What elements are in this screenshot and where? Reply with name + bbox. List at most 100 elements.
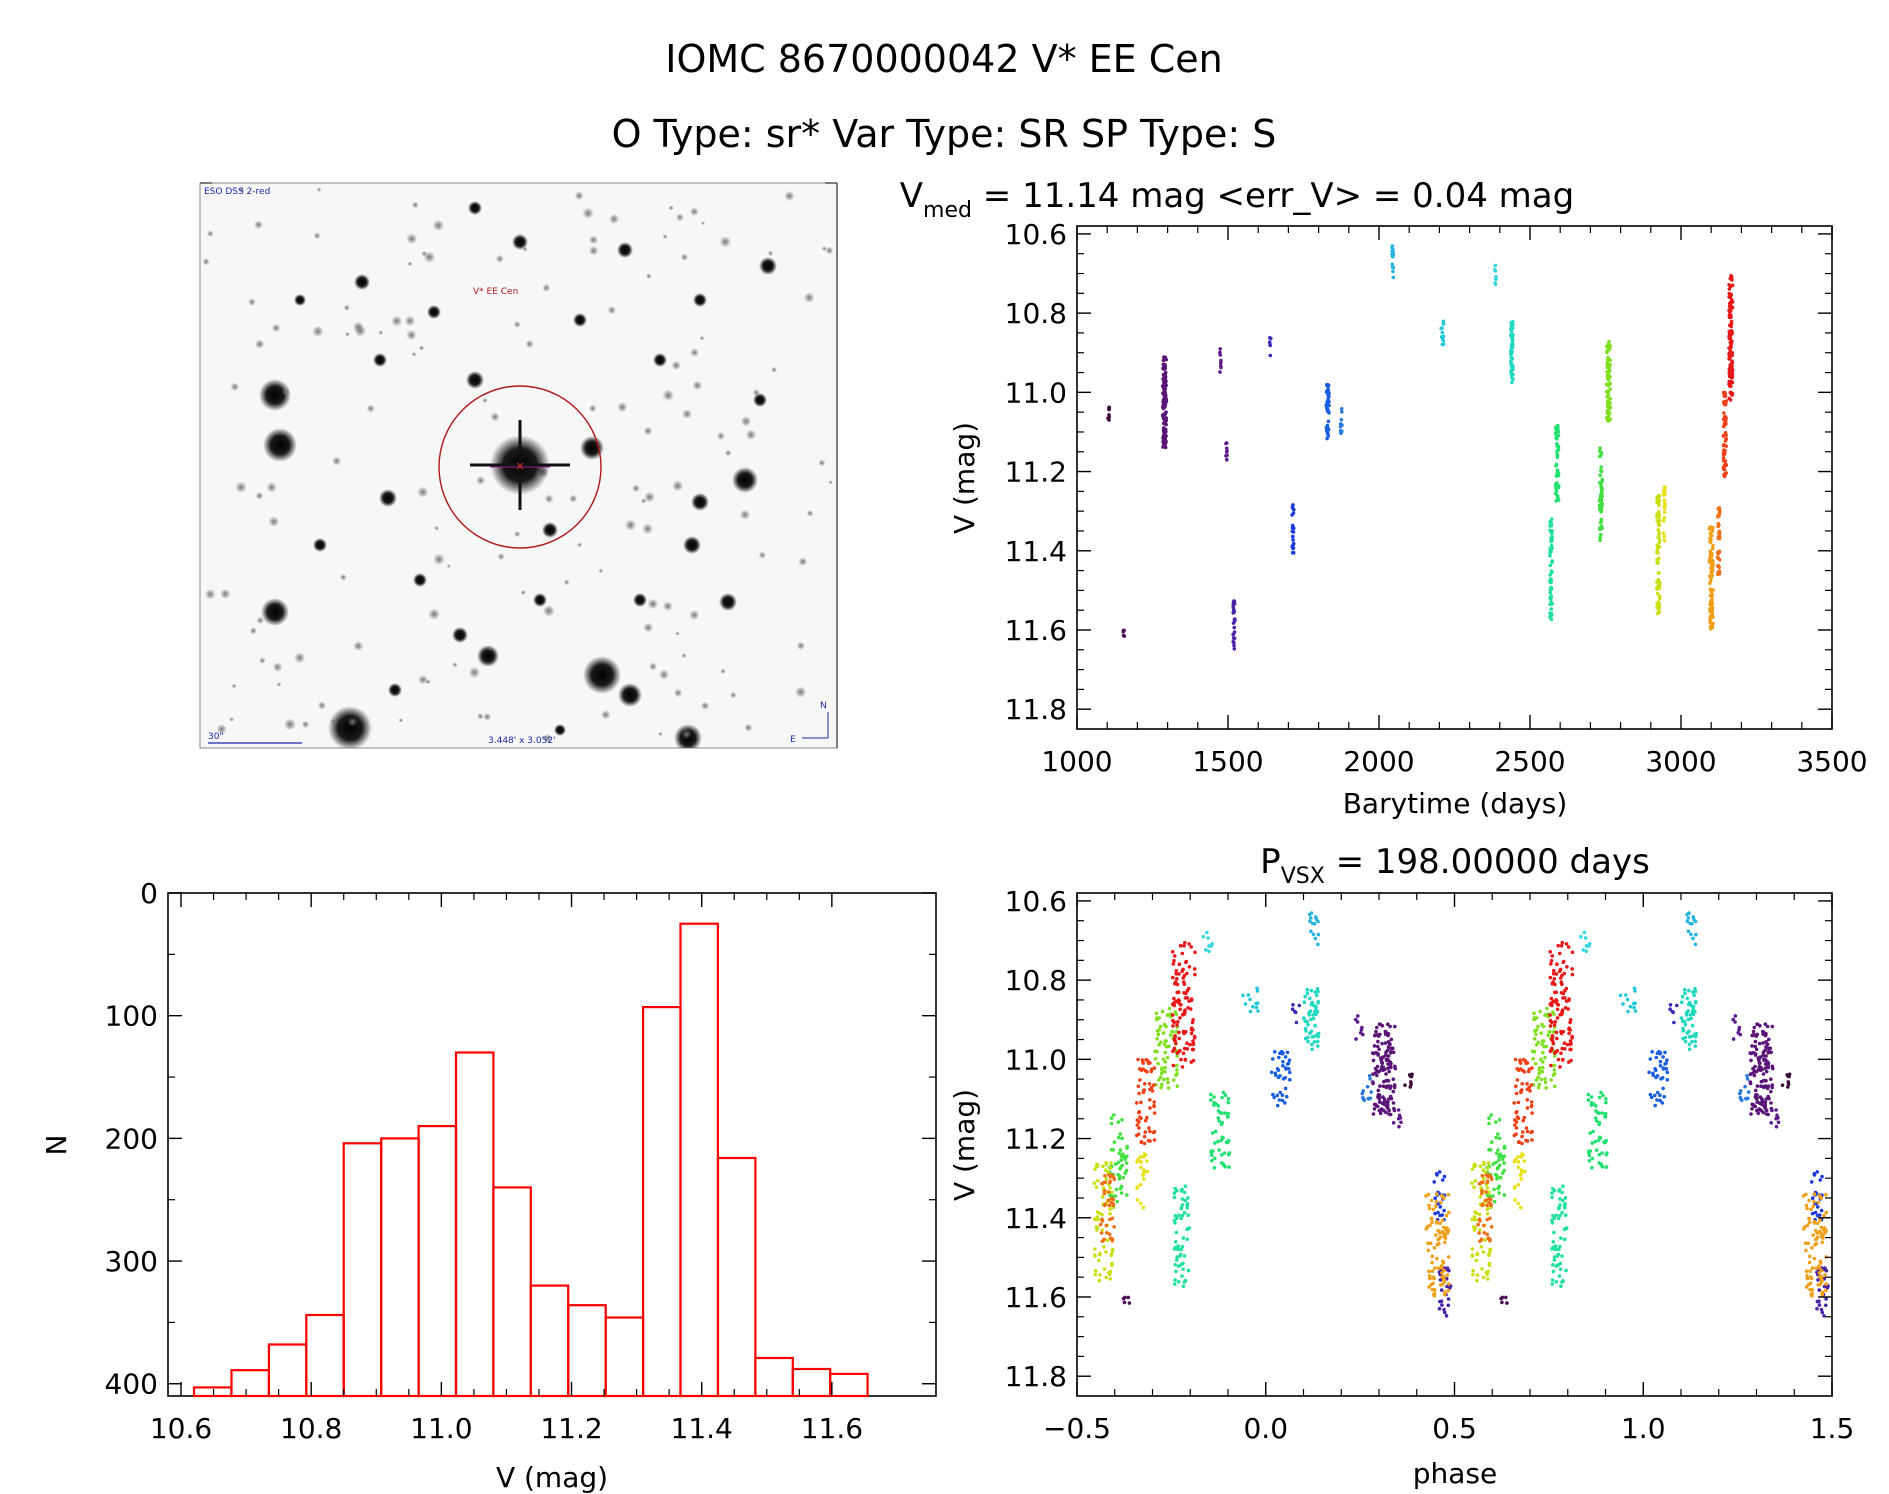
light-curve-point: [1493, 281, 1497, 285]
phase-curve-point: [1303, 994, 1307, 999]
phase-curve-point: [1121, 1175, 1125, 1180]
phase-curve-point: [1555, 1016, 1560, 1020]
phase-curve-point: [1179, 1057, 1183, 1062]
faint-star: [617, 402, 628, 413]
phase-curve-point: [1173, 1038, 1177, 1043]
light-curve-point: [1441, 334, 1446, 339]
phase-curve-point: [1549, 1078, 1553, 1082]
phase-curve-point: [1495, 1151, 1499, 1156]
phase-curve-point: [1668, 1007, 1672, 1011]
phase-curve-point: [1445, 1284, 1449, 1289]
light-curve-point: [1326, 410, 1330, 414]
phase-curve-point: [1529, 1100, 1534, 1104]
phase-curve-point: [1164, 1044, 1169, 1049]
light-curve-point: [1164, 422, 1168, 427]
phase-curve-point: [1152, 1104, 1156, 1109]
phase-curve-point: [1180, 1274, 1184, 1278]
phase-curve-point: [1543, 1055, 1547, 1060]
phase-curve-point: [1275, 1093, 1280, 1098]
phase-curve-point: [1177, 1280, 1181, 1284]
phase-curve-point: [1502, 1154, 1507, 1159]
light-curve-point: [1549, 607, 1553, 611]
phase-curve-point: [1137, 1126, 1141, 1130]
phase-curve-point: [1246, 993, 1251, 997]
phase-curve-point: [1804, 1269, 1809, 1274]
faint-star: [476, 475, 486, 486]
phase-curve-point: [1187, 999, 1191, 1003]
phase-curve-point: [1824, 1297, 1828, 1301]
phase-curve-point: [1633, 1009, 1638, 1013]
phase-curve-point: [1810, 1266, 1815, 1270]
phase-curve-point: [1431, 1281, 1435, 1286]
faint-star: [671, 360, 681, 371]
field-size-label: 3.448' x 3.052': [488, 736, 556, 746]
phase-curve-point: [1552, 1063, 1557, 1068]
phase-curve-point: [1103, 1202, 1107, 1206]
phase-curve-point: [1786, 1085, 1790, 1089]
phase-curve-point: [1316, 989, 1320, 994]
phase-curve-point: [1665, 1070, 1670, 1075]
light-curve-point: [1325, 407, 1330, 411]
light-curve-point: [1728, 336, 1733, 340]
light-curve-point: [1600, 501, 1604, 506]
phase-curve-point: [1690, 1023, 1695, 1028]
phase-curve-point: [1810, 1288, 1815, 1292]
light-curve-point: [1232, 640, 1236, 645]
phase-curve-point: [1766, 1051, 1771, 1055]
light-curve-point: [1655, 551, 1660, 555]
phase-curve-point: [1559, 1236, 1563, 1240]
phase-curve-point: [1522, 1159, 1527, 1163]
phase-curve-point: [1774, 1108, 1778, 1112]
phase-curve-point: [1386, 1022, 1390, 1026]
phase-curve-point: [1810, 1294, 1814, 1298]
phase-curve-point: [1109, 1147, 1114, 1152]
phase-curve-point: [1822, 1284, 1827, 1289]
light-curve-point: [1555, 468, 1560, 473]
phase-curve-point: [1600, 1151, 1604, 1155]
light-curve-frame: [1076, 225, 1833, 730]
phase-curve-point: [1568, 1028, 1573, 1032]
faint-star: [313, 232, 321, 240]
phase-curve-point: [1690, 1009, 1695, 1014]
phase-curve-point: [1689, 932, 1693, 937]
phase-curve-point: [1171, 1018, 1175, 1023]
phase-curve-point: [1316, 1000, 1321, 1004]
light-curve-point: [1730, 367, 1735, 372]
phase-curve-point: [1181, 1051, 1186, 1056]
phase-curve-point: [1108, 1277, 1112, 1281]
light-curve-point: [1658, 582, 1662, 586]
light-curve-xtick-label: 3000: [1645, 745, 1716, 778]
phase-curve-point: [1269, 1070, 1274, 1075]
light-curve-point: [1600, 494, 1604, 498]
phase-curve-point: [1824, 1303, 1828, 1308]
phase-curve-point: [1302, 1016, 1306, 1020]
phase-curve-point: [1179, 1216, 1183, 1221]
phase-curve-point: [1180, 1213, 1185, 1218]
phase-curve-point: [1167, 1006, 1172, 1011]
phase-curve-point: [1491, 1194, 1495, 1198]
light-curve-point: [1605, 373, 1610, 378]
faint-star: [520, 589, 526, 596]
light-curve-point: [1727, 368, 1732, 372]
faint-star: [229, 716, 235, 722]
phase-curve-point: [1222, 1151, 1227, 1155]
faint-star: [643, 622, 654, 633]
phase-curve-point: [1514, 1084, 1518, 1088]
faint-star: [398, 718, 404, 723]
light-curve-point: [1723, 472, 1728, 476]
phase-curve-point: [1143, 1152, 1148, 1157]
phase-curve-point: [1487, 1190, 1492, 1195]
phase-curve-point: [1312, 1040, 1317, 1044]
phase-curve-point: [1554, 1030, 1559, 1035]
phase-curve-xtick-label: 0.0: [1243, 1412, 1288, 1445]
field-star: [413, 573, 427, 587]
phase-curve-point: [1586, 1098, 1591, 1102]
faint-star: [681, 653, 687, 659]
phase-curve-point: [1558, 1244, 1562, 1249]
light-curve-point: [1722, 400, 1727, 404]
phase-curve-point: [1655, 1090, 1660, 1095]
phase-curve-point: [1680, 1000, 1684, 1004]
faint-star: [347, 717, 358, 727]
phase-curve-point: [1822, 1226, 1827, 1230]
light-curve-point: [1441, 319, 1446, 324]
